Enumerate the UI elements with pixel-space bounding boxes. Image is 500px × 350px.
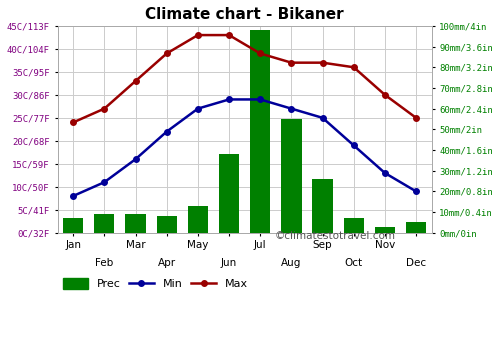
Text: Oct: Oct: [344, 258, 363, 268]
Bar: [312, 179, 332, 233]
Bar: [219, 154, 239, 233]
Bar: [282, 119, 302, 233]
Bar: [406, 222, 426, 233]
Bar: [375, 226, 395, 233]
Bar: [250, 30, 270, 233]
Bar: [63, 218, 84, 233]
Bar: [156, 216, 177, 233]
Bar: [344, 218, 364, 233]
Bar: [94, 214, 114, 233]
Bar: [188, 206, 208, 233]
Text: Jun: Jun: [221, 258, 237, 268]
Title: Climate chart - Bikaner: Climate chart - Bikaner: [146, 7, 344, 22]
Text: Feb: Feb: [95, 258, 114, 268]
Bar: [126, 214, 146, 233]
Text: Aug: Aug: [281, 258, 301, 268]
Text: Apr: Apr: [158, 258, 176, 268]
Text: ©climatestotravel.com: ©climatestotravel.com: [274, 231, 396, 241]
Text: Dec: Dec: [406, 258, 426, 268]
Legend: Prec, Min, Max: Prec, Min, Max: [63, 278, 248, 289]
